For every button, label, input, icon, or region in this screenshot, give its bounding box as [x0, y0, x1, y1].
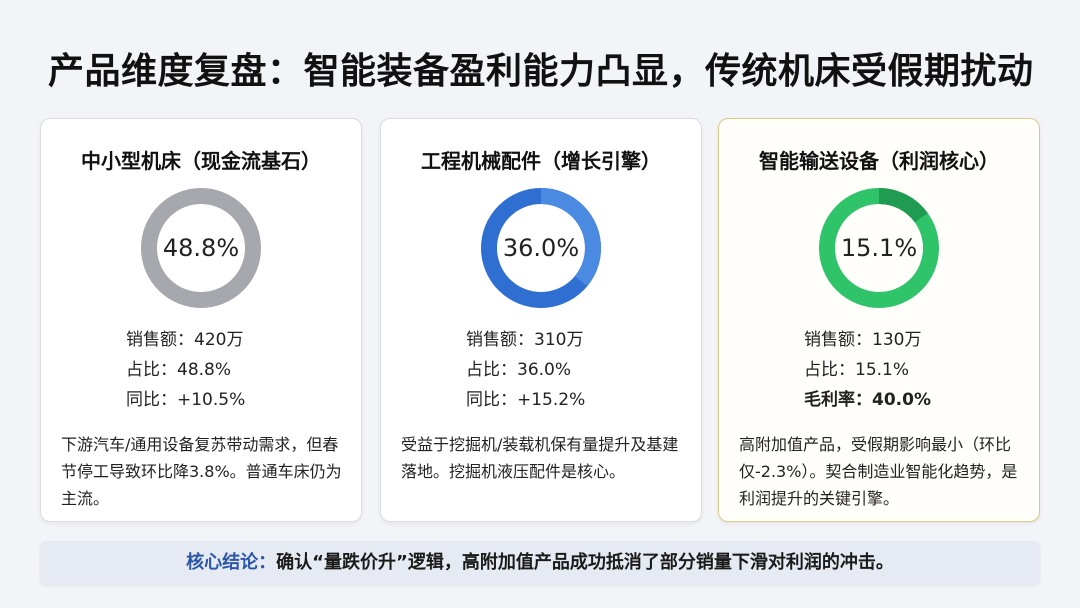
donut-percent: 48.8% — [162, 234, 240, 262]
donut-chart: 36.0% — [476, 183, 606, 313]
conclusion-lead: 核心结论： — [186, 552, 277, 573]
page-title: 产品维度复盘：智能装备盈利能力凸显，传统机床受假期扰动 — [48, 51, 1034, 92]
stats: 销售额：420万 占比：48.8% 同比：+10.5% — [41, 325, 361, 415]
donut-track — [141, 188, 261, 308]
product-card-machine-tools: 中小型机床（现金流基石） 48.8% 销售额：420万 占比：48.8% 同比：… — [40, 118, 362, 522]
donut-ring — [481, 188, 601, 308]
stats: 销售额：130万 占比：15.1% 毛利率：40.0% — [719, 325, 1039, 415]
donut-ring — [141, 188, 261, 308]
stats: 销售额：310万 占比：36.0% 同比：+15.2% — [381, 325, 701, 415]
gross-margin-value: 毛利率：40.0% — [804, 390, 931, 410]
product-card-smart-conveyor: 智能输送设备（利润核心） 15.1% 销售额：130万 占比：15.1% 毛利率… — [718, 118, 1040, 522]
card-title: 中小型机床（现金流基石） — [81, 149, 321, 173]
conclusion-banner: 核心结论：确认“量跌价升”逻辑，高附加值产品成功抵消了部分销量下滑对利润的冲击。 — [40, 541, 1040, 585]
donut-chart: 15.1% — [814, 183, 944, 313]
donut-segment — [819, 188, 939, 308]
card-description: 受益于挖掘机/装载机保有量提升及基建落地。挖掘机液压配件是核心。 — [401, 435, 679, 481]
conclusion-text: 确认“量跌价升”逻辑，高附加值产品成功抵消了部分销量下滑对利润的冲击。 — [276, 552, 894, 573]
donut-chart: 48.8% — [136, 183, 266, 313]
share-value: 占比：15.1% — [804, 360, 910, 380]
donut-ring — [819, 188, 939, 308]
card-description: 下游汽车/通用设备复苏带动需求，但春节停工导致环比降3.8%。普通车床仍为主流。 — [61, 435, 342, 508]
donut-percent: 15.1% — [840, 234, 918, 262]
product-card-engineering-parts: 工程机械配件（增长引擎） 36.0% 销售额：310万 占比：36.0% 同比：… — [380, 118, 702, 522]
card-title: 智能输送设备（利润核心） — [759, 149, 999, 173]
sales-value: 销售额：420万 — [126, 330, 244, 350]
card-description: 高附加值产品，受假期影响最小（环比仅-2.3%）。契合制造业智能化趋势，是利润提… — [739, 435, 1018, 508]
donut-percent: 36.0% — [502, 234, 580, 262]
sales-value: 销售额：310万 — [466, 330, 584, 350]
donut-segment — [481, 188, 601, 308]
yoy-value: 同比：+10.5% — [126, 390, 246, 410]
share-value: 占比：48.8% — [126, 360, 232, 380]
share-value: 占比：36.0% — [466, 360, 572, 380]
yoy-value: 同比：+15.2% — [466, 390, 586, 410]
card-title: 工程机械配件（增长引擎） — [421, 149, 661, 173]
sales-value: 销售额：130万 — [804, 330, 922, 350]
